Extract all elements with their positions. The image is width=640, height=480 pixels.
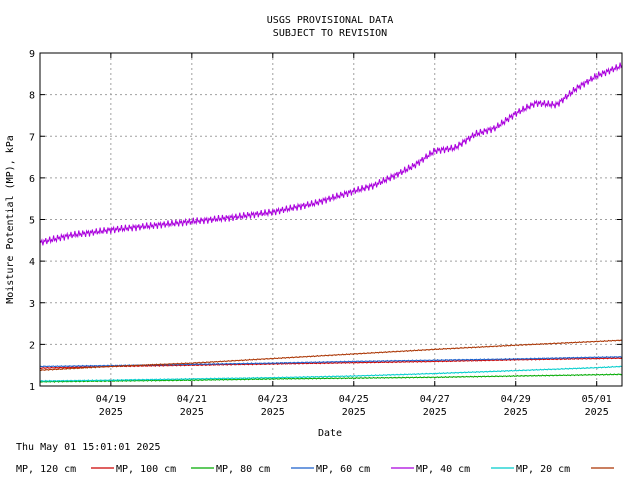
timestamp: Thu May 01 15:01:01 2025 xyxy=(16,442,161,453)
grid xyxy=(40,53,622,386)
x-tick-year: 2025 xyxy=(180,407,204,418)
x-tick-year: 2025 xyxy=(585,407,609,418)
x-tick-year: 2025 xyxy=(423,407,447,418)
x-tick-year: 2025 xyxy=(99,407,123,418)
y-tick-label: 2 xyxy=(29,340,35,351)
legend-label: MP, 100 cm xyxy=(116,464,176,475)
y-tick-label: 1 xyxy=(29,382,35,393)
chart-title: USGS PROVISIONAL DATA xyxy=(267,15,393,26)
legend-label: MP, 80 cm xyxy=(216,464,270,475)
x-tick-label: 04/25 xyxy=(339,394,369,405)
legend: MP, 120 cm MP, 100 cm MP, 80 cm MP, 60 cm MP… xyxy=(16,464,614,475)
x-tick-label: 04/29 xyxy=(501,394,531,405)
x-tick-label: 05/01 xyxy=(582,394,612,405)
y-tick-label: 4 xyxy=(29,257,35,268)
series-layer xyxy=(39,62,623,383)
x-tick-label: 04/21 xyxy=(177,394,207,405)
y-tick-label: 9 xyxy=(29,49,35,60)
y-tick-label: 5 xyxy=(29,216,35,227)
legend-label: MP, 20 cm xyxy=(516,464,570,475)
x-tick-year: 2025 xyxy=(504,407,528,418)
legend-label: MP, 120 cm xyxy=(16,464,76,475)
series-line xyxy=(39,339,623,372)
y-tick-label: 8 xyxy=(29,91,35,102)
series-line xyxy=(39,373,623,383)
series-line xyxy=(39,357,623,370)
x-tick-label: 04/27 xyxy=(420,394,450,405)
x-tick-label: 04/19 xyxy=(96,394,126,405)
x-tick-year: 2025 xyxy=(342,407,366,418)
y-tick-label: 6 xyxy=(29,174,35,185)
tick-layer: 1 2 3 4 5 6 7 8 9 04/19 2025 04/21 2025 04/23 2025 04/2… xyxy=(29,49,622,418)
x-axis-label: Date xyxy=(318,428,342,439)
series-line xyxy=(39,365,623,382)
chart-subtitle: SUBJECT TO REVISION xyxy=(273,28,387,39)
x-tick-label: 04/23 xyxy=(258,394,288,405)
y-axis-label: Moisture Potential (MP), kPa xyxy=(5,135,16,304)
legend-label: MP, 60 cm xyxy=(316,464,370,475)
series-line xyxy=(39,62,623,246)
y-tick-label: 7 xyxy=(29,132,35,143)
legend-label: MP, 40 cm xyxy=(416,464,470,475)
x-tick-year: 2025 xyxy=(261,407,285,418)
y-tick-label: 3 xyxy=(29,299,35,310)
